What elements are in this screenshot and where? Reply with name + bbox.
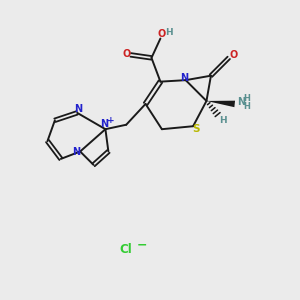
Text: N: N (237, 97, 245, 107)
Text: N: N (100, 119, 109, 129)
Text: Cl: Cl (120, 243, 133, 256)
Text: H: H (166, 28, 173, 37)
Text: H: H (220, 116, 227, 125)
Text: N: N (72, 147, 80, 158)
Text: O: O (158, 29, 166, 39)
Text: H: H (243, 94, 250, 103)
Text: −: − (136, 238, 147, 252)
Text: +: + (107, 116, 114, 125)
Text: H: H (243, 102, 250, 111)
Text: N: N (180, 73, 188, 83)
Text: S: S (192, 124, 200, 134)
Polygon shape (206, 101, 235, 107)
Text: O: O (230, 50, 238, 61)
Text: O: O (122, 49, 130, 59)
Text: N: N (75, 104, 83, 114)
